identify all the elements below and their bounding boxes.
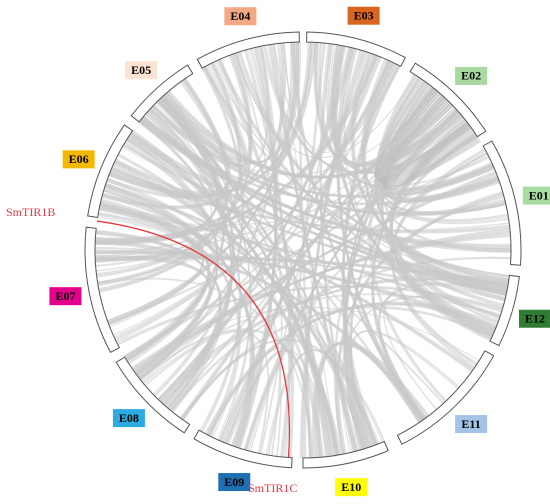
label-box — [522, 186, 550, 205]
link — [95, 55, 379, 255]
label-box — [455, 415, 488, 434]
link — [152, 66, 245, 395]
link — [273, 43, 490, 187]
chromosome-label: E10 — [341, 480, 361, 494]
link — [111, 166, 510, 234]
link — [385, 111, 481, 190]
chromosome-label: E11 — [461, 417, 480, 431]
chromosome-label: E07 — [55, 289, 75, 303]
link — [363, 61, 507, 294]
chromosome-label: E09 — [224, 475, 244, 489]
link — [376, 82, 495, 197]
chromosome-label: E04 — [230, 9, 250, 23]
links — [94, 42, 512, 459]
link — [219, 58, 504, 309]
chromosome-label: E08 — [119, 411, 139, 425]
chromosome-arcs: E03 E02 E01 E12 E11 E10 E09 E08 E07 E06 E05 E04 — [49, 6, 550, 497]
link — [113, 63, 397, 336]
link — [95, 119, 466, 258]
chromosome-label: E12 — [525, 311, 545, 325]
label-box — [519, 309, 550, 328]
label-box — [335, 478, 368, 497]
chromosome-arc — [306, 31, 407, 68]
link — [95, 42, 293, 267]
gene-label: SmTIR1C — [248, 481, 297, 495]
chromosome-label: E05 — [131, 63, 151, 77]
link — [126, 137, 219, 376]
chromosome-arc — [409, 62, 487, 138]
chromosome-arc — [482, 140, 522, 266]
link — [98, 61, 243, 291]
label-box — [347, 6, 380, 25]
chromosome-label: E03 — [354, 8, 374, 22]
chromosome-arc — [130, 64, 194, 123]
chromosome-arc — [489, 274, 520, 347]
gene-label: SmTIR1B — [6, 205, 55, 219]
label-box — [224, 7, 257, 26]
chromosome-arc — [87, 124, 134, 219]
label-box — [125, 61, 158, 80]
chromosome-arc — [193, 429, 293, 469]
label-box — [112, 409, 145, 428]
chromosome-label: E06 — [69, 152, 89, 166]
label-box — [455, 66, 488, 85]
link — [130, 131, 507, 297]
label-box — [218, 473, 251, 492]
chromosome-arc — [115, 356, 191, 434]
label-box — [62, 150, 95, 169]
link — [142, 293, 501, 384]
link — [97, 77, 230, 285]
link — [96, 220, 291, 458]
link — [333, 110, 459, 455]
link — [272, 43, 356, 452]
chromosome-label: E02 — [461, 69, 481, 83]
chromosome-arc — [396, 350, 495, 445]
link — [107, 116, 464, 325]
link — [105, 182, 252, 446]
link — [95, 246, 495, 335]
chromosome-arc — [302, 440, 389, 469]
link — [280, 42, 326, 458]
link — [100, 202, 501, 319]
chromosome-arc — [196, 31, 300, 69]
link — [204, 303, 497, 435]
chromosome-label: E01 — [529, 188, 549, 202]
label-box — [49, 287, 82, 306]
link — [235, 52, 283, 456]
link — [126, 138, 445, 405]
chromosome-arc — [84, 226, 121, 354]
